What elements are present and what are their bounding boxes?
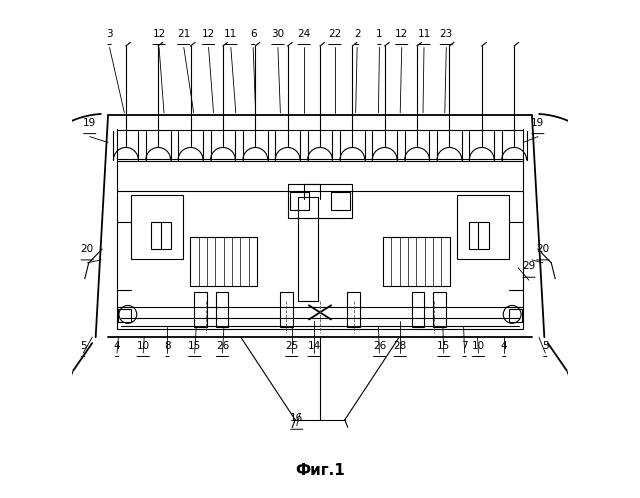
Text: 28: 28 [394, 341, 407, 351]
Text: 19: 19 [83, 118, 97, 127]
Text: 2: 2 [354, 28, 360, 38]
Bar [383, 237, 450, 286]
Text: 1: 1 [376, 28, 383, 38]
Text: 5: 5 [80, 341, 86, 351]
Bar [117, 161, 523, 329]
Text: 25: 25 [285, 341, 298, 351]
Text: 16: 16 [290, 413, 303, 423]
Bar [509, 309, 522, 322]
Text: 20: 20 [81, 244, 94, 254]
Bar [298, 197, 317, 301]
Text: 20: 20 [536, 244, 549, 254]
Text: 4: 4 [501, 341, 508, 351]
Text: 23: 23 [440, 28, 453, 38]
Text: 5: 5 [542, 341, 548, 351]
Text: 4: 4 [114, 341, 120, 351]
Text: Фиг.1: Фиг.1 [295, 463, 345, 478]
Text: 22: 22 [328, 28, 342, 38]
Text: 26: 26 [216, 341, 229, 351]
Text: 11: 11 [224, 28, 237, 38]
Bar [331, 192, 349, 210]
Text: 10: 10 [137, 341, 150, 351]
Bar [468, 222, 490, 249]
Text: 26: 26 [373, 341, 386, 351]
Text: 10: 10 [472, 341, 485, 351]
Text: 30: 30 [271, 28, 284, 38]
Text: 12: 12 [152, 28, 166, 38]
Text: 24: 24 [298, 28, 311, 38]
Text: 14: 14 [307, 341, 321, 351]
Bar [412, 292, 424, 327]
Text: 29: 29 [522, 261, 536, 271]
Bar [150, 222, 172, 249]
Text: 3: 3 [106, 28, 113, 38]
Bar [433, 292, 446, 327]
Text: 6: 6 [250, 28, 257, 38]
Bar [118, 309, 131, 322]
Bar [190, 237, 257, 286]
Bar [348, 292, 360, 327]
Bar [280, 292, 292, 327]
Text: 12: 12 [395, 28, 408, 38]
Bar [291, 192, 309, 210]
Bar [288, 184, 352, 218]
Text: 15: 15 [437, 341, 451, 351]
Text: 7: 7 [461, 341, 468, 351]
Text: 15: 15 [188, 341, 202, 351]
Bar [457, 195, 509, 259]
Text: 21: 21 [177, 28, 191, 38]
Bar [216, 292, 228, 327]
Text: 8: 8 [164, 341, 171, 351]
Bar [194, 292, 207, 327]
Bar [131, 195, 183, 259]
Text: 19: 19 [531, 118, 545, 127]
Text: 12: 12 [202, 28, 215, 38]
Text: 11: 11 [417, 28, 431, 38]
